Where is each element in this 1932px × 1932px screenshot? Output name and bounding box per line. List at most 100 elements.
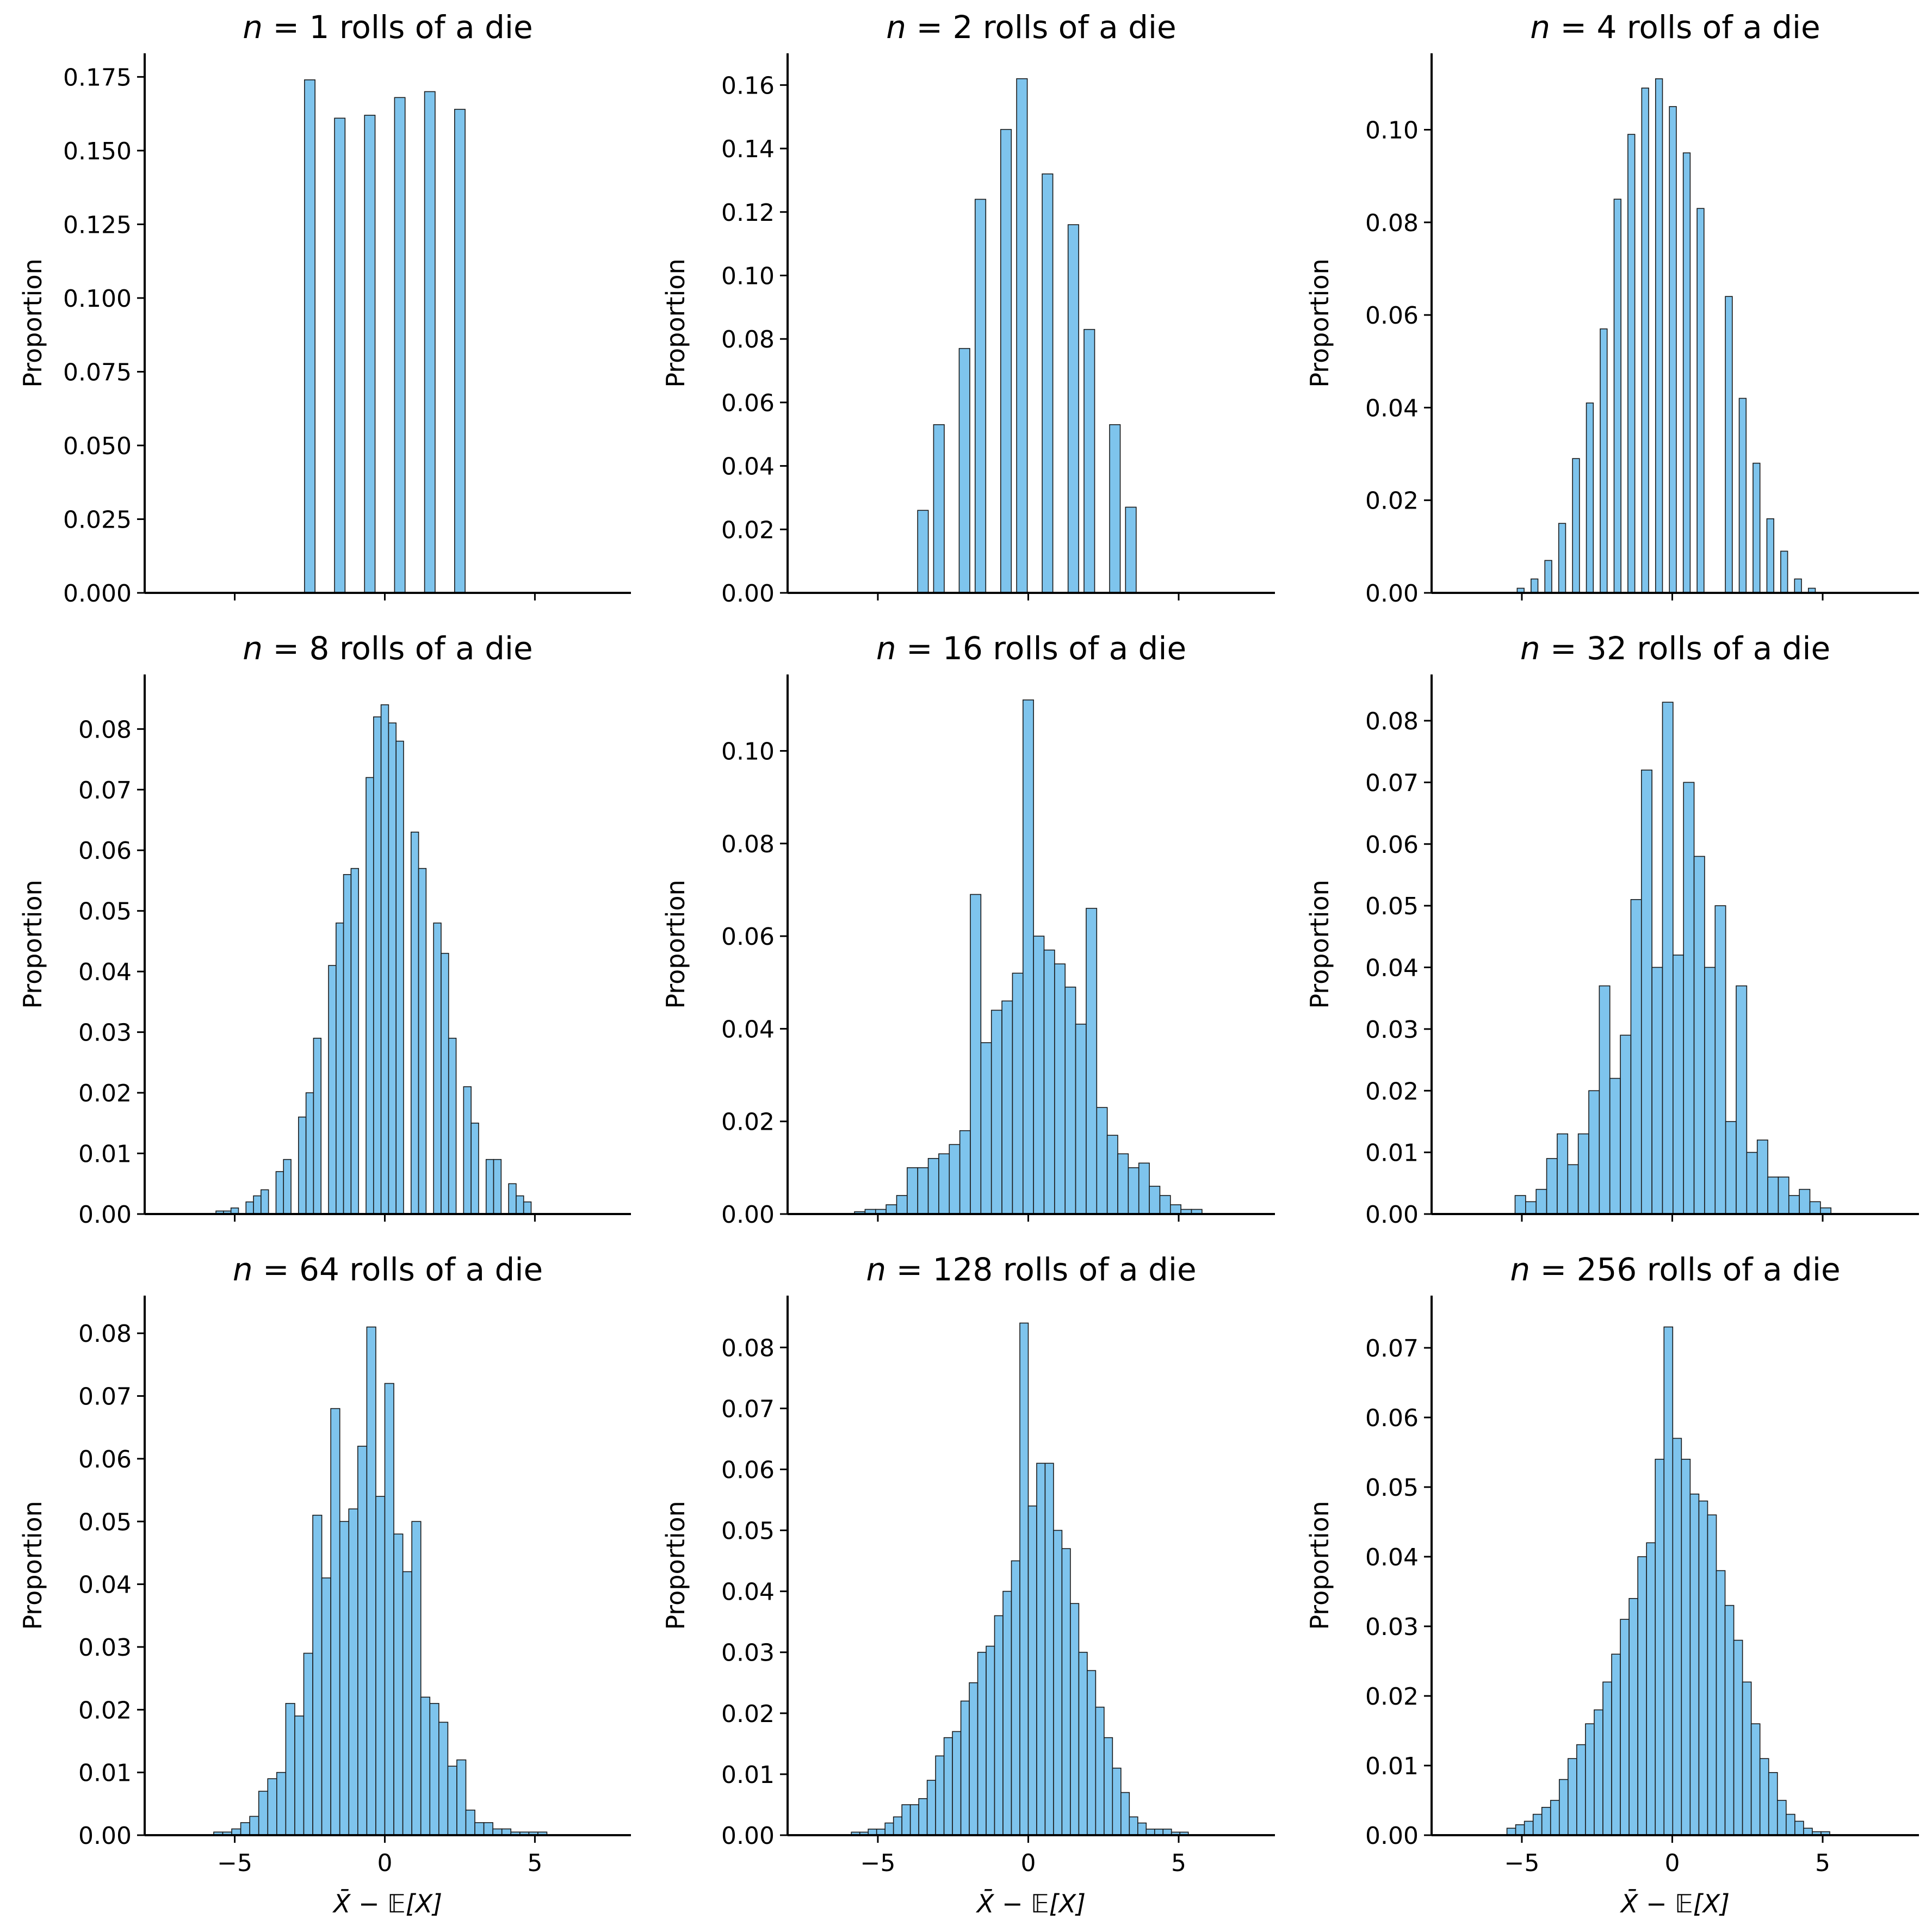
subplot-6: 0.00 0.01 0.02 0.03 0.04 0.05 0.06 0.07 0.08 n = … [1305, 630, 1919, 1229]
x-tick-label: −5 [860, 1849, 895, 1877]
histogram-bar [1546, 1158, 1558, 1215]
histogram-bar [949, 1144, 961, 1215]
y-axis-label: Proportion [661, 258, 690, 387]
histogram-bar [1138, 1162, 1150, 1215]
subplot-7: 0.00 0.01 0.02 0.03 0.04 0.05 0.06 0.07 0.08 −5 0 5… [18, 1251, 631, 1918]
subplot-title: n = 2 rolls of a die [886, 9, 1176, 46]
y-tick-label: 0.06 [78, 837, 132, 865]
y-tick-label: 0.04 [721, 1578, 775, 1606]
histogram-bar [433, 922, 442, 1215]
subplot-title: n = 16 rolls of a die [876, 630, 1186, 667]
histogram-bar [454, 109, 466, 593]
histogram-bar [1000, 129, 1012, 593]
y-tick-label: 0.02 [78, 1696, 132, 1724]
histogram-bar [312, 1514, 323, 1836]
histogram-bar [1514, 1195, 1526, 1215]
histogram-bar [1689, 1494, 1700, 1836]
histogram-bar [1149, 1186, 1161, 1215]
subplot-title: n = 128 rolls of a die [866, 1251, 1196, 1288]
histogram-bar [1794, 1820, 1804, 1836]
x-tick-label: 0 [1664, 1849, 1680, 1877]
histogram-bar [1083, 329, 1095, 593]
histogram-bar [1053, 1530, 1063, 1836]
histogram-bar [1525, 1201, 1537, 1215]
histogram-bar [447, 1766, 457, 1836]
histogram-bar [1794, 578, 1802, 593]
histogram-bar [321, 1577, 331, 1836]
histogram-bar [1776, 1800, 1787, 1836]
histogram-bar [1698, 1500, 1708, 1836]
histogram-bar [1541, 1807, 1551, 1836]
histogram-bar [1568, 1758, 1577, 1836]
y-tick-label: 0.00 [721, 580, 775, 608]
histogram-bar [1087, 1670, 1097, 1836]
histogram-bar [253, 1195, 262, 1215]
histogram-bar [441, 952, 449, 1215]
y-tick-label: 0.04 [1365, 955, 1419, 982]
histogram-bar [1106, 1135, 1118, 1215]
histogram-bar [1704, 967, 1716, 1215]
histogram-bar [901, 1804, 911, 1836]
y-tick-label: 0.00 [721, 1822, 775, 1850]
title-text: = 32 rolls of a die [1540, 630, 1831, 667]
y-axis-label: Proportion [1305, 880, 1334, 1008]
subplot-3: 0.00 0.02 0.04 0.06 0.08 0.10 n = 4 rolls of a… [1305, 9, 1919, 608]
title-variable: n [876, 630, 896, 667]
histogram-bar [298, 1116, 307, 1215]
x-tick-label: −5 [217, 1849, 252, 1877]
histogram-bar [1655, 1459, 1665, 1836]
y-tick-label: 0.00 [1365, 580, 1419, 608]
histogram-bar [1577, 1133, 1589, 1215]
histogram-bar [1786, 1813, 1795, 1836]
histogram-bar [1515, 1824, 1525, 1836]
histogram-bar [1681, 1459, 1691, 1836]
y-tick-label: 0.07 [78, 777, 132, 804]
histogram-bar [1672, 1438, 1682, 1836]
histogram-bar [305, 1092, 314, 1215]
histogram-bar [350, 868, 360, 1215]
x-tick-label: 0 [1020, 1849, 1036, 1877]
histogram-bar [1532, 1813, 1543, 1836]
histogram-bar [994, 1615, 1004, 1836]
histogram-bar [1611, 1654, 1621, 1836]
histogram-bar [886, 1204, 897, 1215]
histogram-bar [394, 97, 406, 593]
histogram-bar [1067, 224, 1079, 593]
histogram-bar [493, 1159, 502, 1215]
x-tick-label: 0 [377, 1849, 392, 1877]
subplot-title: n = 64 rolls of a die [233, 1251, 543, 1288]
histogram-bar [348, 1508, 358, 1836]
histogram-bar [483, 1822, 493, 1836]
y-tick-label: 0.08 [1365, 209, 1419, 237]
histogram-bar [303, 1652, 313, 1836]
histogram-bar [1531, 578, 1539, 593]
histogram-bar [261, 1189, 269, 1215]
title-variable: n [886, 9, 906, 46]
y-tick-label: 0.05 [721, 1518, 775, 1545]
y-tick-label: 0.175 [63, 64, 132, 91]
y-tick-label: 0.07 [78, 1383, 132, 1411]
y-tick-label: 0.05 [1365, 893, 1419, 920]
histogram-bar [917, 510, 929, 593]
y-tick-label: 0.08 [721, 326, 775, 354]
subplot-title: n = 32 rolls of a die [1520, 630, 1830, 667]
histogram-bar [960, 1700, 970, 1836]
y-tick-label: 0.06 [1365, 1404, 1419, 1432]
y-tick-label: 0.10 [721, 738, 775, 765]
histogram-bar [373, 716, 382, 1215]
y-axis-label: Proportion [18, 258, 47, 387]
histogram-bars [1514, 702, 1832, 1215]
histogram-bar [424, 91, 436, 593]
subplot-1: 0.000 0.025 0.050 0.075 0.100 0.125 0.150 0.175… [18, 9, 631, 608]
histogram-bar [1738, 398, 1747, 593]
histogram-bar [1707, 1514, 1717, 1836]
histogram-bar [1117, 1153, 1129, 1215]
title-text: = 8 rolls of a die [263, 630, 533, 667]
y-tick-label: 0.04 [721, 453, 775, 481]
histogram-bar [366, 777, 374, 1215]
histogram-bar [276, 1772, 287, 1836]
histogram-bar [1567, 1164, 1579, 1215]
histogram-bar [336, 922, 344, 1215]
histogram-bar [1104, 1737, 1113, 1836]
y-tick-label: 0.025 [63, 506, 132, 534]
